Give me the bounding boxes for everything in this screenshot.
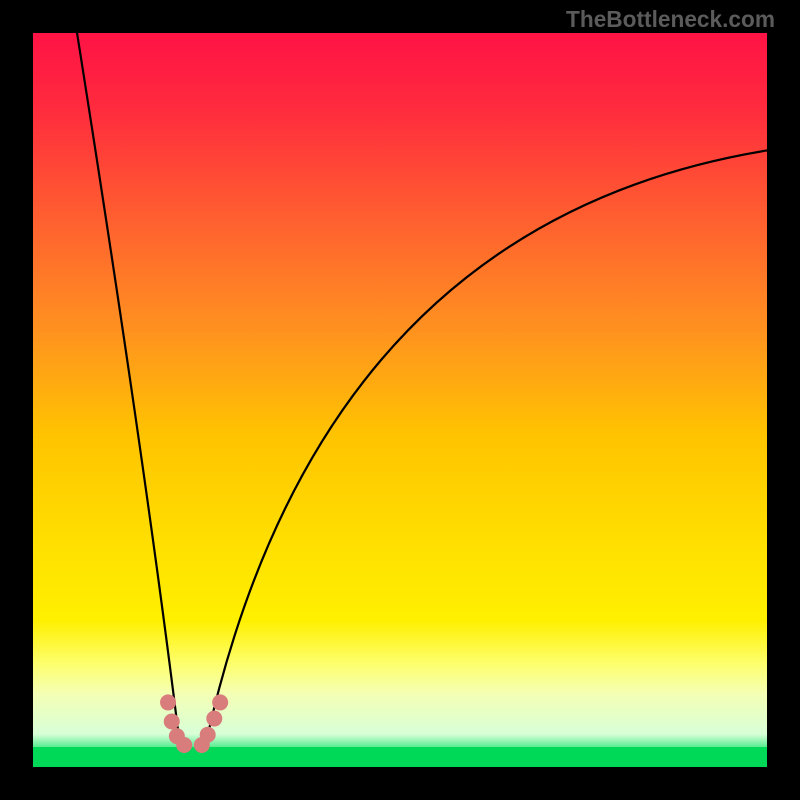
watermark-text: TheBottleneck.com [566, 6, 775, 33]
curve-right-branch [205, 150, 767, 745]
valley-marker [212, 694, 228, 710]
valley-marker [164, 713, 180, 729]
chart-root: TheBottleneck.com [0, 0, 800, 800]
valley-marker [206, 711, 222, 727]
valley-marker [176, 737, 192, 753]
valley-marker [200, 727, 216, 743]
valley-markers-group [160, 694, 228, 753]
curve-left-branch [77, 33, 180, 745]
curve-layer [0, 0, 800, 800]
valley-marker [160, 694, 176, 710]
